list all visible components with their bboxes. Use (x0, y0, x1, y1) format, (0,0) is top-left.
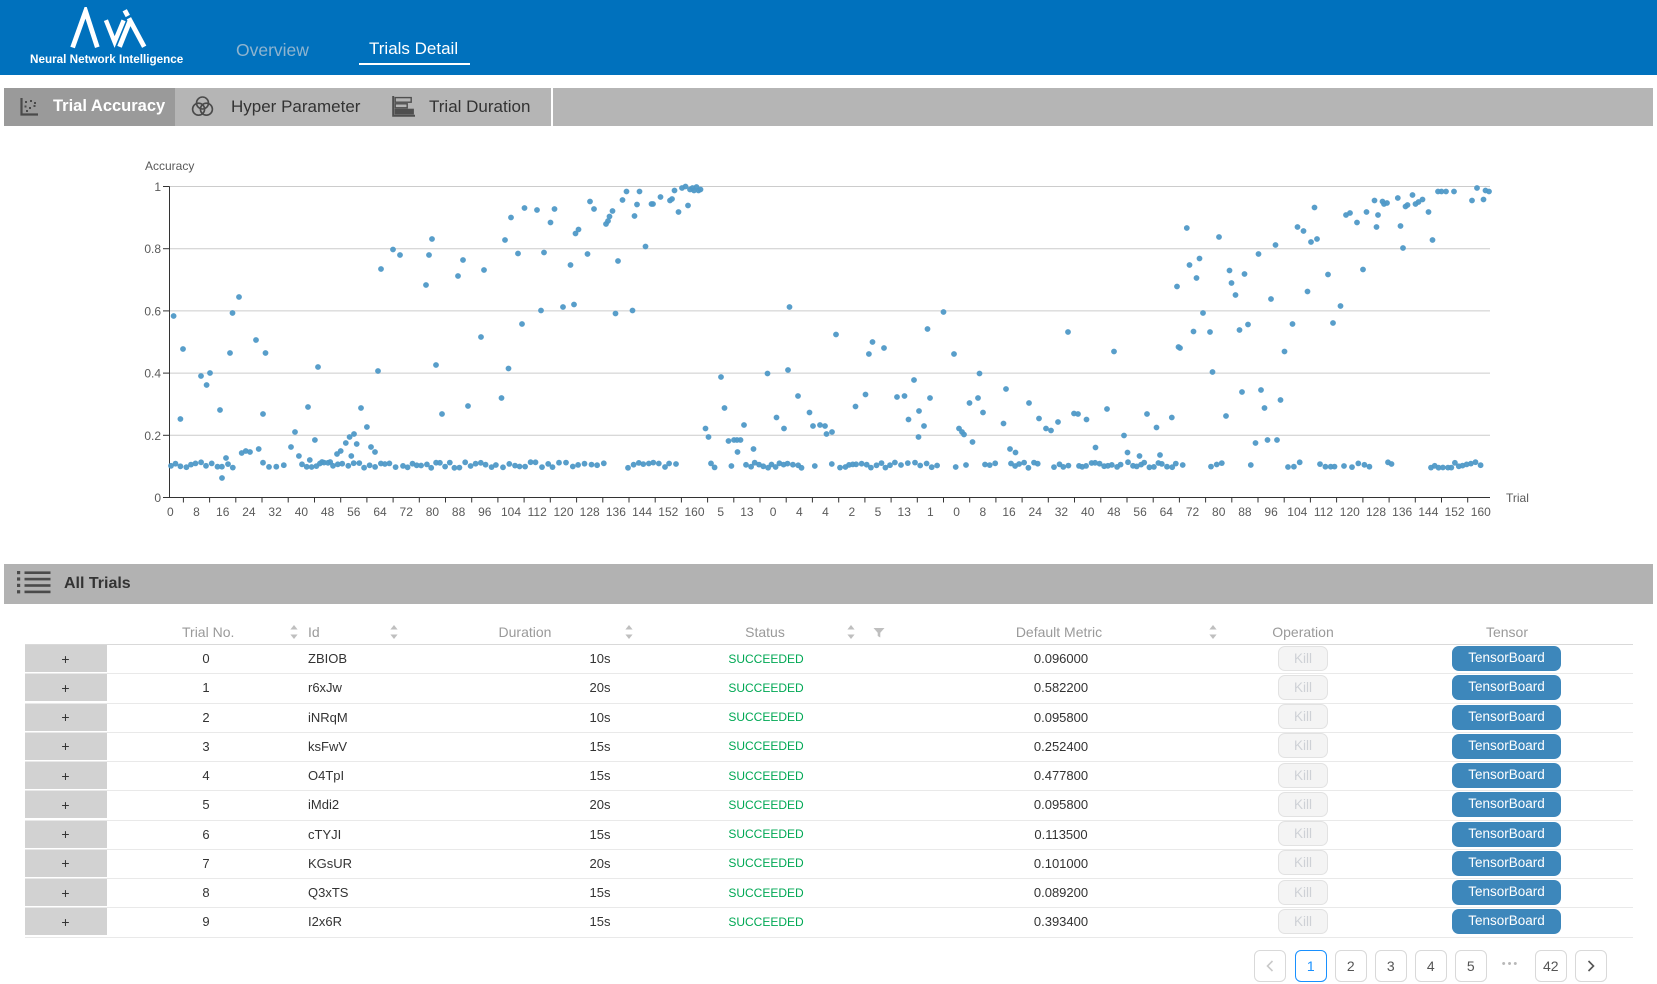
svg-text:72: 72 (400, 505, 414, 519)
svg-text:96: 96 (1264, 505, 1278, 519)
svg-text:16: 16 (216, 505, 230, 519)
svg-text:144: 144 (632, 505, 652, 519)
svg-text:0.2: 0.2 (144, 429, 161, 443)
svg-text:5: 5 (717, 505, 724, 519)
svg-text:152: 152 (1445, 505, 1465, 519)
svg-text:0: 0 (154, 491, 161, 505)
svg-text:4: 4 (822, 505, 829, 519)
svg-text:Accuracy: Accuracy (145, 159, 194, 173)
svg-text:56: 56 (1133, 505, 1147, 519)
svg-text:0: 0 (167, 505, 174, 519)
svg-text:96: 96 (478, 505, 492, 519)
svg-text:120: 120 (553, 505, 573, 519)
svg-text:104: 104 (501, 505, 521, 519)
svg-text:136: 136 (1392, 505, 1412, 519)
svg-text:13: 13 (740, 505, 754, 519)
svg-text:5: 5 (875, 505, 882, 519)
svg-text:8: 8 (193, 505, 200, 519)
svg-text:128: 128 (580, 505, 600, 519)
svg-text:8: 8 (979, 505, 986, 519)
svg-text:72: 72 (1186, 505, 1200, 519)
svg-text:112: 112 (528, 505, 547, 519)
svg-text:80: 80 (1212, 505, 1226, 519)
svg-text:0: 0 (953, 505, 960, 519)
svg-text:48: 48 (1107, 505, 1121, 519)
svg-text:0: 0 (770, 505, 777, 519)
svg-text:136: 136 (606, 505, 626, 519)
svg-text:80: 80 (426, 505, 440, 519)
svg-text:16: 16 (1002, 505, 1016, 519)
svg-text:104: 104 (1287, 505, 1307, 519)
svg-text:0.8: 0.8 (144, 242, 161, 256)
svg-text:40: 40 (1081, 505, 1095, 519)
svg-text:Trial: Trial (1506, 491, 1529, 505)
svg-text:13: 13 (898, 505, 912, 519)
svg-text:64: 64 (373, 505, 387, 519)
svg-text:4: 4 (796, 505, 803, 519)
svg-text:56: 56 (347, 505, 361, 519)
svg-text:144: 144 (1418, 505, 1438, 519)
svg-text:48: 48 (321, 505, 335, 519)
svg-text:128: 128 (1366, 505, 1386, 519)
svg-text:32: 32 (268, 505, 282, 519)
svg-text:24: 24 (242, 505, 256, 519)
svg-text:112: 112 (1314, 505, 1333, 519)
svg-text:0.6: 0.6 (144, 304, 161, 318)
svg-text:1: 1 (154, 180, 161, 194)
svg-text:152: 152 (658, 505, 678, 519)
svg-text:88: 88 (452, 505, 466, 519)
svg-text:160: 160 (1471, 505, 1491, 519)
svg-text:120: 120 (1340, 505, 1360, 519)
svg-text:1: 1 (927, 505, 934, 519)
svg-text:0.4: 0.4 (144, 367, 161, 381)
svg-text:2: 2 (848, 505, 855, 519)
svg-text:40: 40 (295, 505, 309, 519)
svg-text:64: 64 (1160, 505, 1174, 519)
svg-text:88: 88 (1238, 505, 1252, 519)
svg-text:32: 32 (1055, 505, 1069, 519)
svg-text:160: 160 (684, 505, 704, 519)
svg-text:24: 24 (1029, 505, 1043, 519)
